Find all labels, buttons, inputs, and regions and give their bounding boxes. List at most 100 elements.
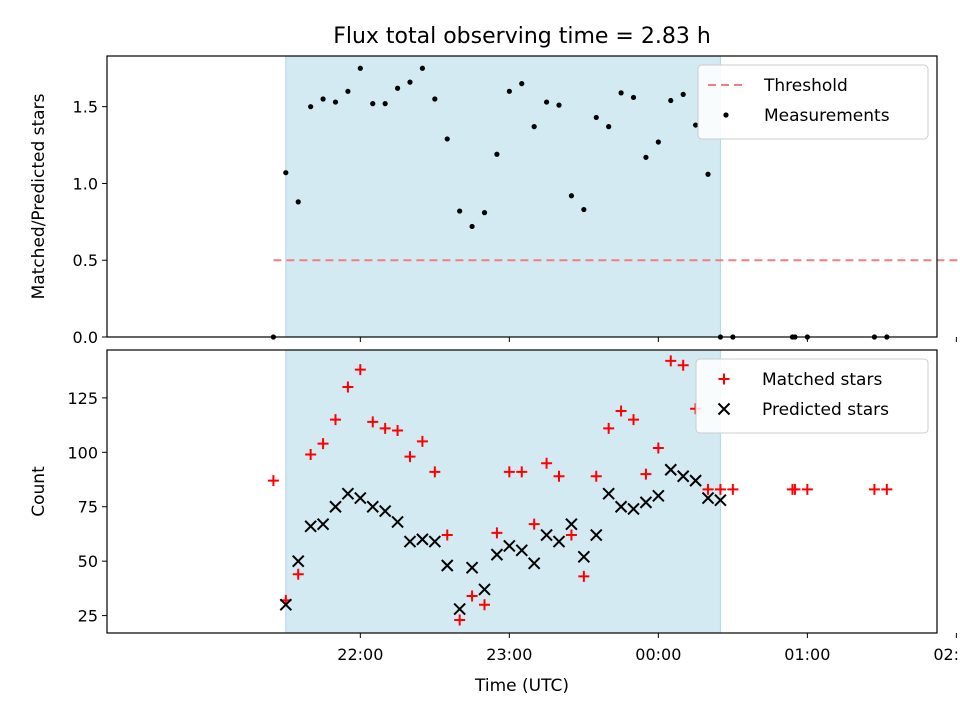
matched-star-point xyxy=(292,568,304,580)
y-tick-label: 1.5 xyxy=(73,98,98,117)
measurement-point xyxy=(606,124,612,130)
legend-label: Predicted stars xyxy=(762,400,889,420)
measurement-point xyxy=(543,99,550,105)
predicted-star-point xyxy=(366,500,379,513)
matched-star-point xyxy=(868,483,880,495)
measurement-point xyxy=(308,104,314,110)
measurement-point xyxy=(283,170,289,176)
measurement-point xyxy=(419,65,426,71)
matched-star-point xyxy=(640,468,652,480)
x-tick-label: 23:00 xyxy=(486,645,532,664)
legend-label: Threshold xyxy=(763,76,848,96)
measurement-point xyxy=(494,151,500,157)
predicted-star-point xyxy=(552,535,566,548)
matched-star-point xyxy=(578,570,590,582)
matched-star-point xyxy=(801,483,813,495)
x-tick-label: 22:00 xyxy=(337,645,383,664)
matched-star-point xyxy=(441,529,453,541)
predicted-star-point xyxy=(652,489,665,503)
predicted-star-point xyxy=(316,517,330,531)
predicted-star-point xyxy=(279,598,293,611)
measurement-point xyxy=(357,65,363,71)
predicted-star-point xyxy=(354,491,367,505)
y-axis-label: Count xyxy=(29,466,49,517)
predicted-star-point xyxy=(664,463,677,476)
x-axis-label: Time (UTC) xyxy=(474,676,569,696)
measurement-point xyxy=(705,171,711,177)
predicted-star-point xyxy=(490,548,504,561)
matched-star-point xyxy=(392,425,404,437)
legend-matched-swatch xyxy=(718,373,730,385)
axes-frame xyxy=(106,349,938,634)
matched-star-point xyxy=(603,422,615,434)
measurement-point xyxy=(382,101,388,107)
matched-star-point xyxy=(478,599,490,611)
legend-label: Measurements xyxy=(764,106,890,126)
matched-star-point xyxy=(652,442,664,454)
matched-star-point xyxy=(491,527,503,539)
legend-predicted-swatch xyxy=(717,402,731,416)
matched-star-point xyxy=(416,435,428,447)
matched-star-point xyxy=(565,529,577,541)
observing-window-shade xyxy=(285,350,721,633)
predicted-star-point xyxy=(453,602,466,616)
flux-ratio-panel: 0.0 0.5 1.0 1.5 Matched/Predicted stars Thres… xyxy=(29,55,960,347)
predicted-star-point xyxy=(676,470,690,483)
legend-box xyxy=(695,358,929,434)
x-tick-label: 01:00 xyxy=(784,645,830,664)
predicted-star-point xyxy=(292,554,305,568)
matched-star-point xyxy=(714,483,726,495)
y-tick-label: 1.0 xyxy=(73,174,98,193)
matched-star-point xyxy=(305,448,317,460)
y-tick-label: 0.0 xyxy=(73,328,98,347)
predicted-star-point xyxy=(540,528,553,542)
predicted-star-point xyxy=(503,539,516,553)
matched-star-point xyxy=(677,359,689,371)
predicted-star-point xyxy=(639,496,653,509)
measurement-point xyxy=(630,94,637,101)
measurement-point xyxy=(345,88,351,94)
measurement-point xyxy=(581,206,587,213)
legend: Threshold Measurements xyxy=(697,64,929,140)
measurement-point xyxy=(506,88,512,94)
y-tick-label: 0.5 xyxy=(73,251,98,270)
predicted-star-point xyxy=(341,487,355,500)
predicted-star-point xyxy=(465,561,479,574)
matched-star-point xyxy=(615,405,627,417)
matched-star-point xyxy=(528,518,540,530)
predicted-star-point xyxy=(329,500,342,513)
measurement-point xyxy=(469,223,475,230)
measurement-point xyxy=(668,97,674,104)
matched-star-point xyxy=(267,475,279,487)
matched-star-point xyxy=(329,414,341,426)
matched-star-point xyxy=(789,483,801,495)
measurement-point xyxy=(618,90,624,96)
measurement-point xyxy=(407,79,413,85)
measurement-point xyxy=(332,99,339,105)
predicted-star-point xyxy=(527,557,541,570)
predicted-star-point xyxy=(403,535,417,548)
predicted-star-point xyxy=(478,583,491,596)
star-count-panel: 25 50 75 100 125 22:00 23:00 00:00 01:00 02:00 Cou… xyxy=(29,349,960,664)
predicted-star-point xyxy=(714,494,727,507)
matched-star-point xyxy=(317,438,329,450)
y-axis-label: Matched/Predicted stars xyxy=(29,93,49,299)
measurement-point xyxy=(568,193,575,199)
measurement-point xyxy=(643,154,649,160)
matched-star-point xyxy=(342,381,354,393)
measurement-point xyxy=(692,122,699,128)
measurement-point xyxy=(432,96,438,102)
y-tick-label: 125 xyxy=(67,389,98,408)
matched-star-point xyxy=(354,364,366,376)
predicted-star-point xyxy=(416,533,429,546)
predicted-star-point xyxy=(428,535,442,548)
observing-window-shade xyxy=(285,56,721,337)
matched-star-point xyxy=(541,457,553,469)
predicted-star-point xyxy=(304,520,317,533)
predicted-star-point xyxy=(689,474,702,487)
matched-star-point xyxy=(503,466,515,478)
predicted-star-point xyxy=(515,544,528,557)
matched-star-point xyxy=(665,355,677,367)
measurement-point xyxy=(370,101,376,107)
